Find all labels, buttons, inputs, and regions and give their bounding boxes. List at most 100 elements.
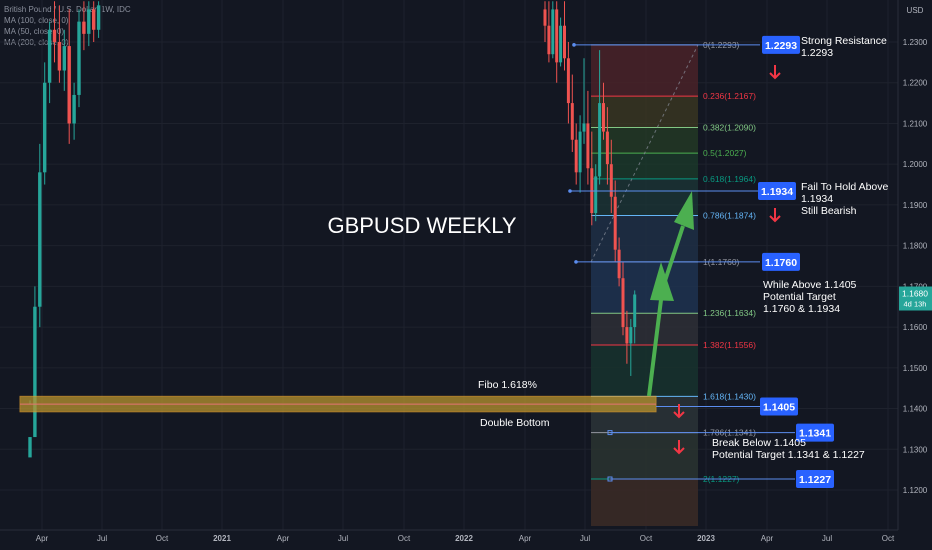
x-tick-label: Oct [156,534,169,543]
fib-zone [591,432,698,480]
price-box-bg [796,470,834,489]
annotation-break-below-line-1: Potential Target 1.1341 & 1.1227 [712,449,865,461]
x-tick-label: Oct [398,534,411,543]
x-tick-label: Apr [519,534,532,543]
price-axis-bg [898,0,932,550]
fib-zone [591,96,698,128]
left-candle [57,42,62,71]
y-tick-label: 1.2000 [903,160,928,169]
price-box-bg [758,182,796,201]
target-1227-handle [607,476,613,482]
fib-label-0.618: 0.618(1.1964) [703,174,756,184]
x-tick-label: Oct [882,534,895,543]
ma-50-label[interactable]: MA (50, close, 0) [4,27,65,36]
annotation-fail-to-hold-line-0: Fail To Hold Above [801,181,889,193]
price-box-text: 1.2293 [765,40,797,52]
fib-label-0.236: 0.236(1.2167) [703,91,756,101]
fib-zone [591,345,698,397]
last-price-bg [899,286,932,311]
price-box-text: 1.1341 [799,428,831,440]
annotation-while-above-line-0: While Above 1.1405 [763,279,857,291]
right-candle [543,9,547,26]
x-tick-label: Apr [36,534,49,543]
fib-zone [591,44,698,97]
price-box-text: 1.1227 [799,474,831,486]
ma-100-label[interactable]: MA (100, close, 0) [4,16,69,25]
green-arrow-1-shaft [647,291,664,397]
annotation-fail-to-hold-line-2: Still Bearish [801,205,857,217]
left-candle [72,94,76,124]
right-candle [582,123,586,132]
y-tick-label: 1.1800 [903,242,928,251]
chart-title: GBPUSD WEEKLY [327,213,516,238]
right-candle [570,103,574,140]
target-1341-handle [607,430,613,436]
left-candle [47,29,52,83]
fib-trend-line [590,44,699,263]
currency-label: USD [907,6,924,15]
y-tick-label: 1.2100 [903,119,928,128]
arrow-head [769,72,781,80]
fib-label-0.382: 0.382(1.2090) [703,123,756,133]
right-candle [629,327,633,344]
left-candle [77,21,81,95]
right-candle [578,131,582,173]
fib-zone [591,178,698,216]
resistance-line-handle [572,43,576,47]
price-box-bg [760,397,798,416]
right-candle [609,164,613,197]
right-candle [613,196,617,250]
fib-label-1.382: 1.382(1.1556) [703,340,756,350]
annotation-break-below-line-0: Break Below 1.1405 [712,437,806,449]
y-tick-label: 1.1200 [903,486,928,495]
price-box-1-1341: 1.1341 [796,423,834,442]
right-candle [633,294,637,328]
y-tick-label: 1.2200 [903,79,928,88]
x-tick-label: 2021 [213,534,231,543]
annotation-fail-to-hold-line-1: 1.1934 [801,193,833,205]
left-candle [67,46,71,124]
price-box-bg [762,252,800,271]
fib-zones [591,44,698,526]
annotation-double-bottom-line-0: Double Bottom [480,417,550,429]
left-candle [33,306,37,438]
symbol-label[interactable]: British Pound / U.S. Dollar, 1W, IDC [4,5,131,14]
right-candle [598,103,602,177]
red-arrow-break [673,440,685,455]
green-arrow-2-head [674,191,694,230]
green-arrow-2-shaft [660,225,685,291]
left-candle [92,9,96,30]
right-candle [559,25,563,63]
price-box-bg [762,35,800,54]
countdown-value: 4d 13h [904,300,927,309]
right-candle [621,278,625,328]
target-line-handle [574,260,578,264]
arrow-head [673,411,685,419]
price-box-1-1405: 1.1405 [760,397,798,416]
fib-label-1.618: 1.618(1.1430) [703,391,756,401]
y-tick-label: 1.1500 [903,364,928,373]
fib-zone [591,261,698,314]
annotation-strong-resistance-line-1: 1.2293 [801,47,833,59]
x-tick-label: 2023 [697,534,715,543]
x-tick-label: Apr [277,534,290,543]
x-tick-label: Jul [822,534,832,543]
fib-zone [591,313,698,346]
red-arrow-support [673,404,685,419]
left-candle [28,437,32,458]
horizontal-lines: 1.2293 1.1934 1.1760 1.1405 1.1341 1.1227 [19,35,834,489]
price-box-1-1227: 1.1227 [796,470,834,489]
left-candle [43,82,47,173]
price-box-bg [796,423,834,442]
arrow-head [673,447,685,455]
right-candle [586,123,590,169]
right-candle [574,139,578,173]
left-candle [82,21,86,34]
right-candle [594,176,598,214]
left-candle [62,46,66,71]
right-candle [547,25,551,55]
left-candle [96,5,101,30]
